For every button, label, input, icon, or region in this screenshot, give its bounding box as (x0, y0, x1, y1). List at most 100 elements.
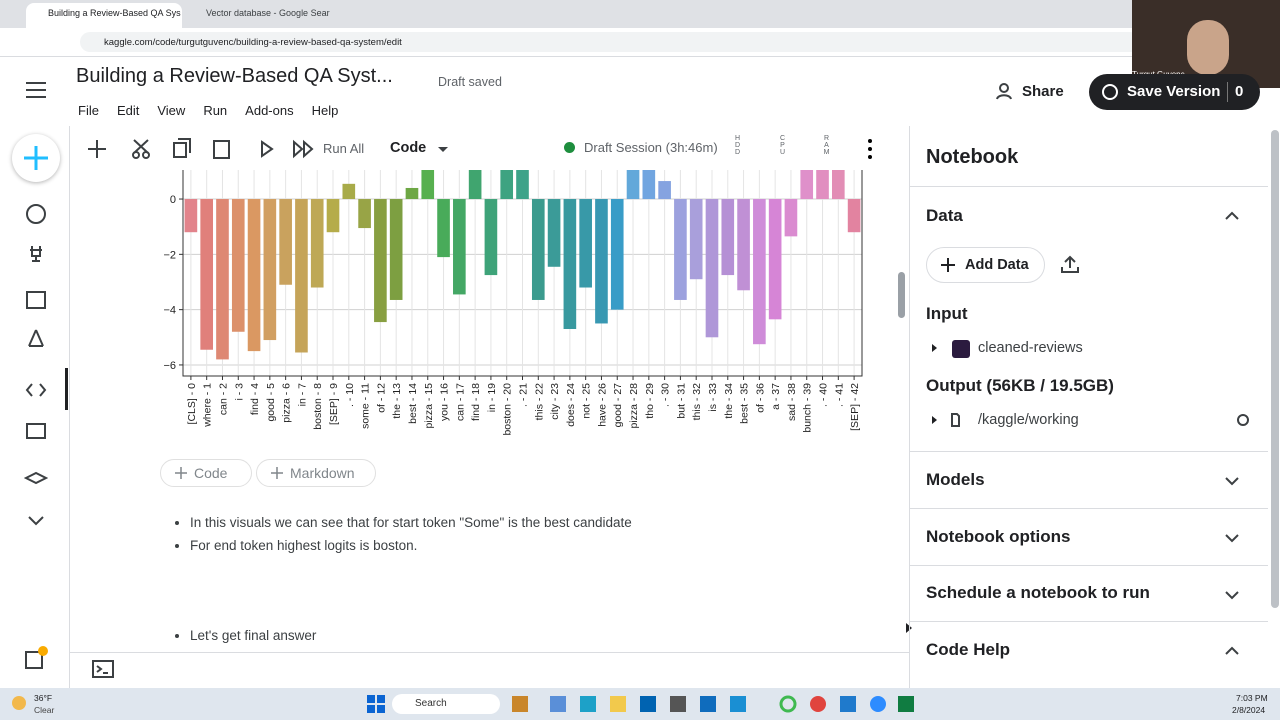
divider (910, 621, 1268, 622)
bar (484, 199, 498, 276)
bar (705, 199, 719, 338)
nav-icons[interactable] (24, 200, 48, 540)
url[interactable]: kaggle.com/code/turgutguvenc/building-a-… (104, 37, 402, 48)
notebook-title[interactable]: Building a Review-Based QA Syst... (76, 65, 393, 87)
add-data-button[interactable]: Add Data (926, 247, 1045, 283)
save-version-button[interactable]: Save Version 0 (1089, 74, 1260, 110)
toolbar-icons[interactable] (86, 136, 456, 162)
bar (847, 199, 861, 233)
bar (626, 170, 640, 200)
add-data-label[interactable]: Add Data (965, 257, 1029, 273)
search-box[interactable]: Search (392, 694, 500, 714)
y-tick-label: −4 (163, 305, 176, 317)
menu-item[interactable]: Run (203, 103, 228, 118)
menu-bar: File Edit View Run Add-ons Help (78, 103, 338, 118)
bar (295, 199, 308, 353)
weather-desc: Clear (34, 705, 55, 715)
bar (421, 170, 435, 200)
x-tick-label: of - 36 (754, 383, 766, 413)
x-tick-label: best - 35 (739, 383, 751, 424)
add-code-label[interactable]: Code (194, 465, 228, 481)
run-all[interactable]: Run All (323, 141, 365, 156)
create-button[interactable] (12, 134, 60, 182)
x-tick-label: . - 40 (818, 383, 830, 407)
menu-item[interactable]: View (157, 103, 186, 118)
section-heading[interactable]: Schedule a notebook to run (926, 583, 1150, 602)
weather-temp[interactable]: 36°F (34, 693, 53, 703)
scrollbar[interactable] (898, 272, 905, 318)
x-tick-label: this - 32 (691, 383, 703, 421)
x-tick-label: where - 1 (202, 383, 214, 428)
bar (279, 199, 292, 285)
chevrons[interactable] (1224, 208, 1240, 668)
menu-item[interactable]: File (78, 103, 99, 118)
taskbar-apps[interactable] (510, 694, 920, 714)
section-heading[interactable]: Code Help (926, 640, 1011, 659)
bar (389, 199, 403, 300)
bar (231, 199, 245, 332)
add-markdown-button[interactable]: Markdown (256, 459, 376, 487)
x-tick-label: a - 37 (770, 383, 782, 410)
bar (326, 199, 340, 233)
upload-icon[interactable] (1060, 254, 1080, 274)
bar (342, 183, 356, 200)
panel-title: Notebook (926, 146, 1019, 168)
menu-icon[interactable] (24, 80, 48, 100)
bar (689, 199, 703, 280)
output-path[interactable]: /kaggle/working (978, 412, 1079, 428)
x-tick-label: pizza - 6 (281, 383, 293, 423)
meter-label: CPU (779, 135, 786, 156)
search-label[interactable]: Search (415, 698, 447, 709)
x-tick-label: in - 19 (486, 383, 498, 412)
bar (642, 170, 656, 200)
more-icon[interactable] (866, 138, 874, 160)
dataset-name[interactable]: cleaned-reviews (978, 340, 1083, 356)
add-code-button[interactable]: Code (160, 459, 252, 487)
console-icon[interactable] (92, 660, 114, 678)
save-version-label[interactable]: Save Version (1127, 83, 1221, 100)
x-tick-label: bunch - 39 (802, 383, 814, 433)
menu-item[interactable]: Add-ons (245, 103, 294, 118)
bullet: In this visuals we can see that for star… (190, 511, 632, 534)
section-heading[interactable]: Models (926, 470, 985, 489)
plus-icon (941, 258, 955, 272)
tab-active[interactable] (26, 3, 182, 28)
x-tick-label: pizza - 15 (423, 383, 435, 429)
face (1187, 20, 1229, 75)
share-button[interactable]: Share (1022, 83, 1064, 100)
add-markdown-label[interactable]: Markdown (290, 465, 355, 481)
bar (500, 170, 514, 200)
menu-item[interactable]: Edit (116, 103, 140, 118)
panel-scrollbar[interactable] (1271, 130, 1279, 608)
y-tick-label: −2 (163, 249, 176, 261)
tab-title[interactable]: Vector database - Google Sear (206, 8, 330, 18)
nav-icon[interactable] (24, 646, 48, 672)
x-tick-label: does - 24 (565, 383, 577, 427)
refresh-icon[interactable] (1236, 413, 1250, 427)
section-heading[interactable]: Notebook options (926, 527, 1071, 546)
divider (910, 565, 1268, 566)
tab-title[interactable]: Building a Review-Based QA Sys (48, 8, 181, 18)
version-count: 0 (1235, 83, 1244, 100)
cell-type[interactable]: Code (390, 140, 427, 156)
bullet: For end token highest logits is boston. (190, 534, 632, 557)
section-heading[interactable]: Data (926, 206, 963, 225)
bar (784, 199, 798, 237)
markdown-cell: In this visuals we can see that for star… (168, 511, 632, 557)
session[interactable]: Draft Session (3h:46m) (584, 140, 718, 155)
url-field[interactable] (80, 32, 1140, 52)
bar (200, 199, 214, 350)
menu-item[interactable]: Help (311, 103, 339, 118)
divider (910, 451, 1268, 452)
bar (831, 170, 845, 200)
bar (468, 170, 482, 200)
bars (184, 170, 861, 376)
share-icon (996, 83, 1012, 100)
x-tick-label: the - 13 (391, 383, 403, 419)
bar (768, 199, 782, 320)
bar (531, 199, 545, 300)
x-tick-label: tho - 29 (644, 383, 656, 419)
start-icon[interactable] (366, 694, 386, 714)
x-tick-label: best - 14 (407, 383, 419, 424)
